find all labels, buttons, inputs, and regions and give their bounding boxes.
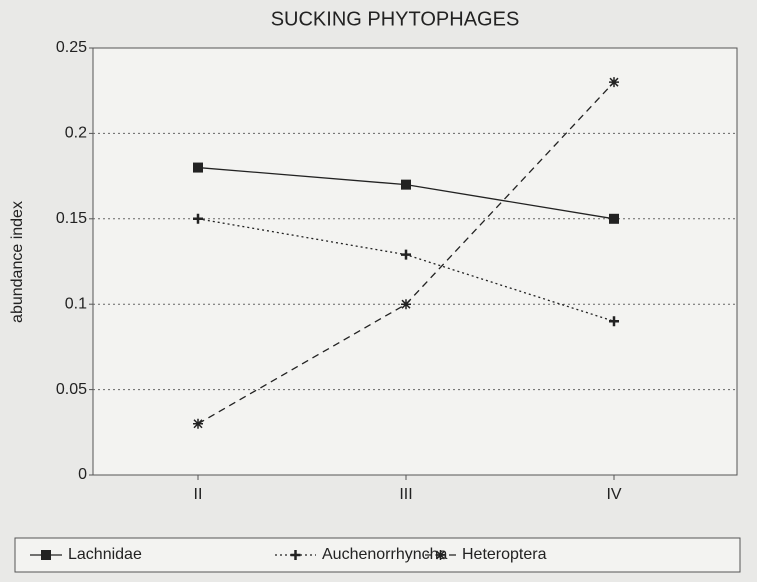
legend-label: Lachnidae <box>68 546 142 563</box>
y-tick-label: 0.1 <box>65 295 87 312</box>
y-tick-label: 0.15 <box>56 210 87 227</box>
marker <box>609 316 619 327</box>
y-axis-label: abundance index <box>9 201 26 323</box>
marker <box>193 418 203 429</box>
marker <box>41 550 51 560</box>
legend-label: Auchenorrhyncha <box>322 546 448 563</box>
x-tick-label: IV <box>606 486 621 503</box>
marker <box>435 550 446 560</box>
marker <box>401 179 411 190</box>
plot-area <box>92 47 738 476</box>
y-tick-label: 0.25 <box>56 39 87 56</box>
marker <box>401 249 411 260</box>
marker <box>401 299 411 310</box>
x-tick-label: II <box>194 486 203 503</box>
legend-label: Heteroptera <box>462 546 547 563</box>
marker <box>609 213 619 224</box>
legend <box>14 537 741 573</box>
y-tick-label: 0.2 <box>65 125 87 142</box>
marker <box>609 77 619 88</box>
marker <box>290 550 301 560</box>
marker <box>193 213 203 224</box>
y-tick-label: 0.05 <box>56 381 87 398</box>
x-tick-label: III <box>399 486 412 503</box>
marker <box>193 162 203 173</box>
y-tick-label: 0 <box>78 466 87 483</box>
chart-title: SUCKING PHYTOPHAGES <box>271 8 520 30</box>
